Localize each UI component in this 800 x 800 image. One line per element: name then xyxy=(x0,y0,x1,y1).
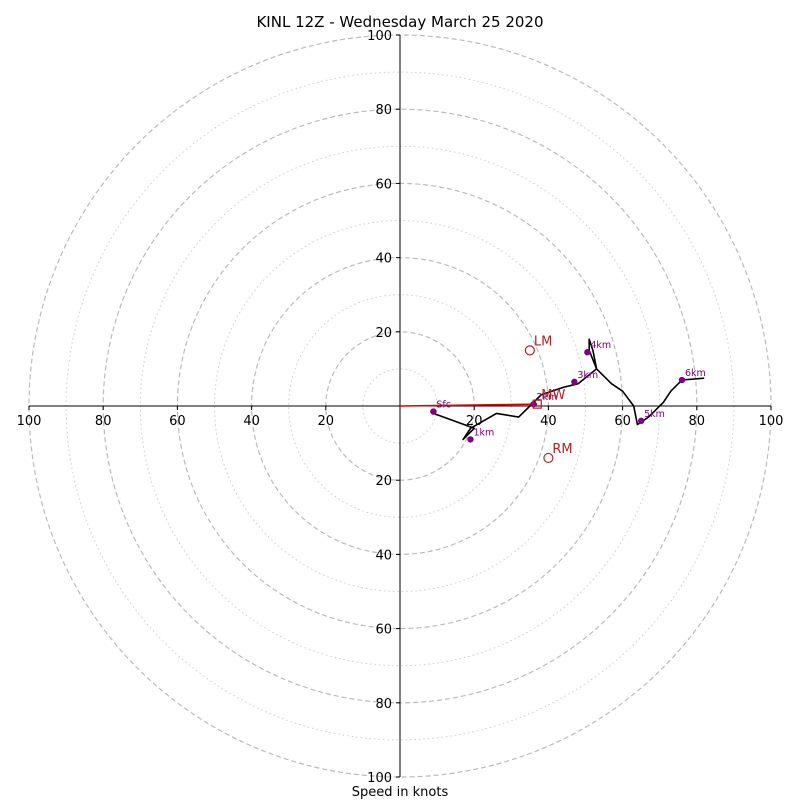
height-marker-label: 5km xyxy=(644,409,665,420)
height-marker-dot xyxy=(637,417,645,425)
height-marker-dot xyxy=(430,408,437,415)
y-tick-label: 20 xyxy=(375,326,392,341)
bulk-shear-line xyxy=(399,403,538,407)
height-marker-label: 4km xyxy=(590,340,611,351)
y-tick-label: 20 xyxy=(375,474,392,489)
hodograph-trace xyxy=(433,338,705,441)
chart-title: KINL 12Z - Wednesday March 25 2020 xyxy=(256,13,543,31)
x-tick-label: 40 xyxy=(540,414,557,429)
height-marker-dot xyxy=(467,436,474,443)
x-tick-label: 80 xyxy=(95,414,112,429)
y-tick-label: 60 xyxy=(375,623,392,638)
x-tick-label: 100 xyxy=(759,414,784,429)
height-marker-label: 2km xyxy=(537,392,558,403)
x-tick-label: 100 xyxy=(17,414,42,429)
x-tick-label: 40 xyxy=(243,414,260,429)
mean-wind-marker xyxy=(532,399,542,409)
x-tick-label: 60 xyxy=(169,414,186,429)
x-tick-label: 20 xyxy=(318,414,335,429)
y-tick-label: 80 xyxy=(375,697,392,712)
y-tick-label: 100 xyxy=(367,771,392,786)
shear-vector xyxy=(399,403,538,407)
height-marker-label: 3km xyxy=(577,370,598,381)
storm-motion-marker xyxy=(543,452,554,464)
height-marker-dot xyxy=(678,376,686,384)
x-axis-label: Speed in knots xyxy=(352,785,449,800)
y-tick-label: 60 xyxy=(375,177,392,192)
height-marker-label: Sfc xyxy=(436,400,451,411)
y-tick-label: 80 xyxy=(375,103,392,118)
height-marker-label: 1km xyxy=(473,427,494,438)
storm-motion-marker xyxy=(524,345,535,356)
height-marker-dot xyxy=(584,349,591,356)
y-tick-label: 40 xyxy=(375,252,392,267)
tick-labels: 100 80 60 40 20 20 40 60 80 100 100 80 60 40 20 20 40 60 8… xyxy=(17,29,784,786)
y-tick-label: 40 xyxy=(375,548,392,563)
x-tick-label: 80 xyxy=(689,414,706,429)
hodograph-line xyxy=(433,338,705,441)
storm-motion-label: RM xyxy=(552,442,572,457)
storm-motion-label: LM xyxy=(534,334,552,349)
x-tick-label: 20 xyxy=(466,414,483,429)
height-marker-label: 6km xyxy=(685,368,706,379)
y-tick-label: 100 xyxy=(367,29,392,44)
storm-motion-markers: LM RM MW xyxy=(524,334,573,464)
height-marker-dot xyxy=(571,378,578,386)
storm-motion-label: MW xyxy=(541,388,565,403)
height-markers: Sfc 1km 2km 3km 4km 5km 6km xyxy=(430,340,706,443)
x-tick-label: 60 xyxy=(614,414,631,429)
